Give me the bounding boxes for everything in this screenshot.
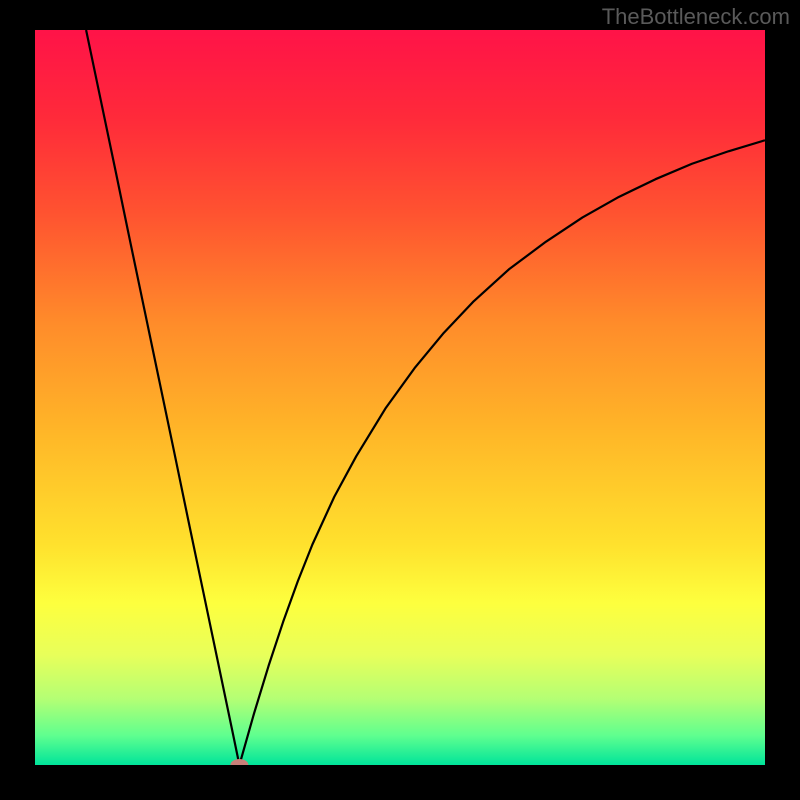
gradient-background [35,30,765,765]
chart-svg [35,30,765,765]
watermark-text: TheBottleneck.com [602,4,790,30]
chart-container: TheBottleneck.com [0,0,800,800]
plot-area [35,30,765,765]
